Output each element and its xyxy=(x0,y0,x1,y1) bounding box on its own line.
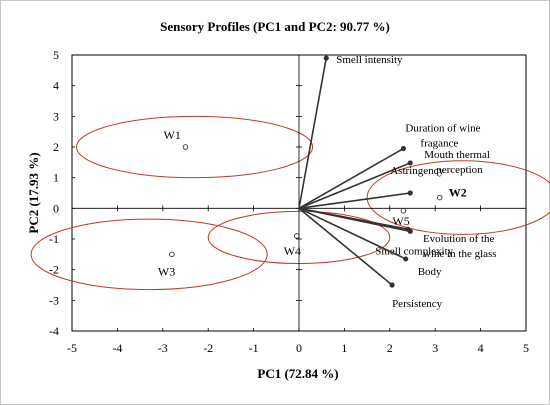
vector-label-smell-complexity: Smell complexity xyxy=(375,245,453,257)
y-tick-label: -3 xyxy=(49,293,59,307)
sample-point-w3 xyxy=(169,251,175,258)
sample-point-w1 xyxy=(182,144,189,150)
x-tick-label: -2 xyxy=(203,341,213,355)
ellipse-w3 xyxy=(30,218,268,291)
variable-vectors: Smell intensity Duration of wine fraganceM… xyxy=(298,54,497,310)
vector-mouth-thermal-perception xyxy=(298,162,411,210)
x-tick-label: 2 xyxy=(387,341,393,355)
vector-persistency xyxy=(298,207,393,286)
x-tick-label: -3 xyxy=(158,341,168,355)
ellipse-w2 xyxy=(366,160,550,235)
vector-duration-of-wine-fragance xyxy=(298,147,404,210)
vector-tip-smell-intensity xyxy=(323,55,329,61)
x-tick-label: -1 xyxy=(249,341,259,355)
y-tick-label: 4 xyxy=(53,79,59,93)
vector-tip-astringency xyxy=(407,190,413,196)
sample-point-w4 xyxy=(293,233,300,239)
vector-body xyxy=(298,207,407,260)
vector-tip-smell-complexity xyxy=(407,228,413,234)
x-tick-label: 1 xyxy=(341,341,347,355)
y-tick-label: 3 xyxy=(53,109,59,123)
x-tick-label: 4 xyxy=(478,341,484,355)
vector-label-astringency: Astringency xyxy=(390,165,444,177)
vector-smell-intensity xyxy=(298,57,328,209)
sample-point-w2 xyxy=(436,194,443,201)
vector-tip-persistency xyxy=(389,282,395,288)
x-tick-label: 5 xyxy=(523,341,529,355)
x-tick-label: -5 xyxy=(67,341,77,355)
sample-label-w4: W4 xyxy=(284,244,301,258)
chart-title: Sensory Profiles (PC1 and PC2: 90.77 %) xyxy=(160,19,390,34)
x-tick-label: 3 xyxy=(432,341,438,355)
sample-label-w2: W2 xyxy=(449,186,467,200)
vector-astringency xyxy=(298,192,411,210)
vector-label-duration-of-wine-fragance: Duration of wine fragance xyxy=(405,123,480,150)
x-axis-label: PC1 (72.84 %) xyxy=(257,366,338,381)
y-axis-label: PC2 (17.93 %) xyxy=(26,152,41,233)
y-axis-ticks: -4 -3 -2 -1 0 1 2 3 4 5 xyxy=(49,48,75,338)
y-tick-label: 1 xyxy=(53,171,59,185)
y-tick-label: -1 xyxy=(49,232,59,246)
y-tick-label: 5 xyxy=(53,48,59,62)
x-tick-label: -4 xyxy=(112,341,122,355)
ellipse-w1 xyxy=(76,115,314,179)
vector-tip-duration-of-wine-fragance xyxy=(400,145,407,152)
sample-label-w1: W1 xyxy=(164,128,181,142)
y-tick-label: 2 xyxy=(53,140,59,154)
x-tick-label: 0 xyxy=(296,341,302,355)
confidence-ellipses xyxy=(30,115,550,291)
vector-label-body: Body xyxy=(418,266,442,278)
vector-label-persistency: Persistency xyxy=(392,298,443,310)
vector-label-smell-intensity: Smell intensity xyxy=(336,54,403,66)
sample-label-w5: W5 xyxy=(392,214,409,228)
sample-points: W1 W2 W3 W4 W5 xyxy=(158,128,467,278)
sample-point-w5 xyxy=(400,208,407,214)
vector-tip-mouth-thermal-perception xyxy=(407,160,413,166)
vector-label-evolution-of-the-wine-in-the-glass: Evolution of the wine in the glass xyxy=(423,233,497,260)
vector-smell-complexity xyxy=(298,207,411,233)
x-axis-ticks: -5 -4 -3 -2 -1 0 1 2 3 4 5 xyxy=(67,328,529,355)
y-tick-label: -2 xyxy=(49,263,59,277)
y-tick-label: 0 xyxy=(53,201,59,215)
vector-label-mouth-thermal-perception: Mouth thermal perception xyxy=(424,149,490,176)
sample-label-w3: W3 xyxy=(158,264,175,278)
vector-tip-body xyxy=(403,256,409,262)
y-tick-label: -4 xyxy=(49,324,59,338)
